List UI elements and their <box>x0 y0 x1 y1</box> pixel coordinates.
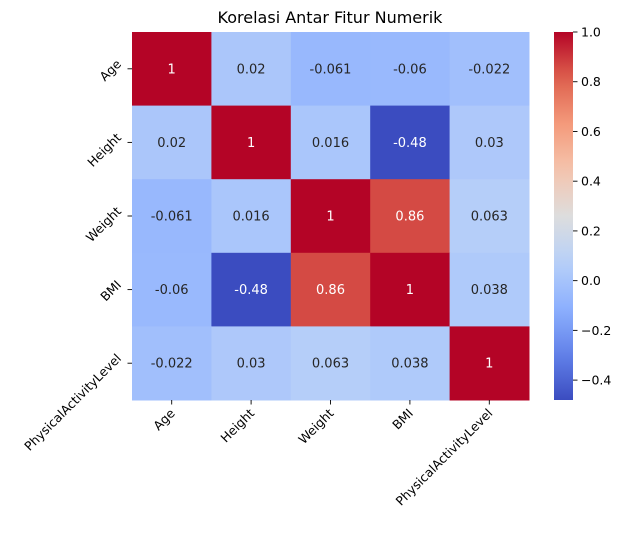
heatmap-cell <box>290 252 371 327</box>
cell-value-label: 0.86 <box>316 283 345 298</box>
heatmap-cell <box>370 179 451 254</box>
y-tick-label: Weight <box>83 203 124 244</box>
heatmap-cell <box>211 252 292 327</box>
heatmap-cell <box>370 105 451 180</box>
y-axis: Age Height Weight BMI PhysicalActivityLevel <box>21 56 132 454</box>
cell-value-label: -0.48 <box>234 283 268 298</box>
heatmap-cell <box>132 326 212 401</box>
heatmap-cell <box>290 179 371 254</box>
cell-value-label: -0.06 <box>155 283 189 298</box>
colorbar-tick-label: 0.2 <box>581 223 601 238</box>
cell-value-label: 0.016 <box>312 136 349 151</box>
cell-value-label: 1 <box>247 136 255 151</box>
cell-value-label: 0.038 <box>471 283 508 298</box>
cell-value-label: 0.03 <box>237 357 266 372</box>
heatmap-cell <box>290 105 371 180</box>
heatmap-cell <box>290 326 371 401</box>
heatmap-cell <box>449 252 530 327</box>
colorbar-tick-label: −0.2 <box>581 323 611 338</box>
y-tick-label: PhysicalActivityLevel <box>21 351 124 454</box>
heatmap-cell <box>132 252 212 327</box>
x-tick-label: Height <box>217 405 257 445</box>
heatmap-cell <box>449 179 530 254</box>
y-tick-label: BMI <box>97 277 124 304</box>
cell-value-label: 0.038 <box>391 357 428 372</box>
heatmap-cell <box>370 252 451 327</box>
cell-value-label: 0.02 <box>157 136 186 151</box>
colorbar-tick-label: −0.4 <box>581 373 611 388</box>
cell-value-label: -0.061 <box>151 210 193 225</box>
cell-value-label: -0.022 <box>468 62 510 77</box>
heatmap-cell <box>449 32 530 107</box>
cell-value-label: 1 <box>168 62 176 77</box>
colorbar-tick-label: 0.6 <box>581 124 601 139</box>
x-tick-label: BMI <box>389 406 416 433</box>
heatmap-cell <box>449 326 530 401</box>
colorbar-tick-label: 0.4 <box>581 174 601 189</box>
heatmap-cell <box>211 326 292 401</box>
cell-value-label: 1 <box>485 357 493 372</box>
cell-value-label: 0.02 <box>237 62 266 77</box>
chart-title: Korelasi Antar Fitur Numerik <box>218 8 444 27</box>
cell-value-label: -0.061 <box>310 62 352 77</box>
heatmap-cell <box>449 105 530 180</box>
y-tick-label: Height <box>84 130 124 170</box>
heatmap-cell <box>290 32 371 107</box>
colorbar-gradient <box>554 32 573 400</box>
cell-value-label: 0.86 <box>395 210 424 225</box>
heatmap-cell <box>132 179 212 254</box>
heatmap-cell <box>211 32 292 107</box>
x-tick-label: Weight <box>295 405 336 446</box>
heatmap-cell <box>211 179 292 254</box>
heatmap-cell <box>211 105 292 180</box>
x-tick-label: Age <box>150 405 178 433</box>
cell-value-label: 0.03 <box>475 136 504 151</box>
y-tick-label: Age <box>96 56 124 84</box>
cell-value-label: 1 <box>406 283 414 298</box>
colorbar: −0.4 −0.2 0.0 0.2 0.4 0.6 0.8 1.0 <box>554 25 611 400</box>
cell-value-label: -0.06 <box>393 62 427 77</box>
heatmap-cell <box>370 32 451 107</box>
cell-value-label: 0.016 <box>232 210 269 225</box>
cell-value-label: -0.022 <box>151 357 193 372</box>
heatmap-cell <box>132 32 212 107</box>
cell-value-label: 0.063 <box>312 357 349 372</box>
cell-value-label: 1 <box>326 210 334 225</box>
colorbar-tick-label: 0.8 <box>581 74 601 89</box>
heatmap-cell <box>132 105 212 180</box>
cell-value-label: -0.48 <box>393 136 427 151</box>
colorbar-tick-label: 0.0 <box>581 273 601 288</box>
colorbar-tick-label: 1.0 <box>581 25 601 40</box>
heatmap-cell <box>370 326 451 401</box>
cell-value-label: 0.063 <box>471 210 508 225</box>
